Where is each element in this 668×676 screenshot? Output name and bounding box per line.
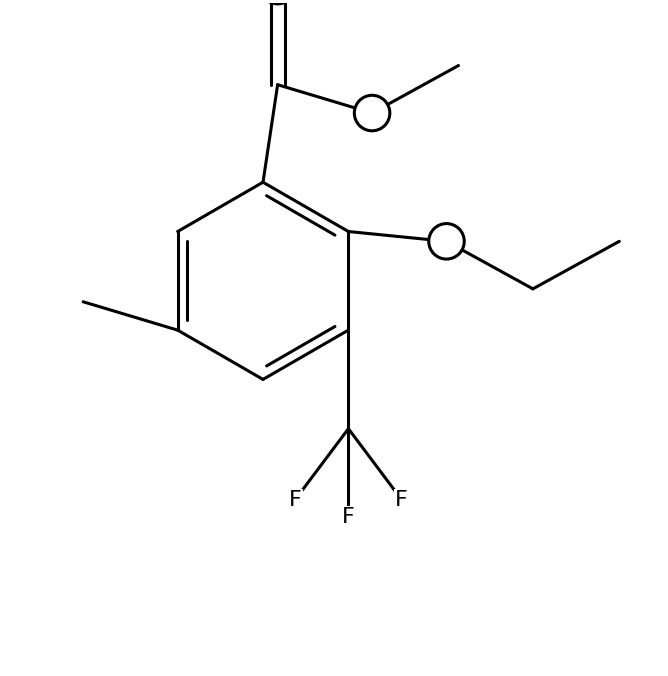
Text: F: F [395, 489, 408, 510]
Text: F: F [342, 508, 355, 527]
Circle shape [260, 0, 295, 4]
Circle shape [429, 224, 464, 259]
Circle shape [354, 95, 390, 130]
Text: F: F [289, 489, 301, 510]
